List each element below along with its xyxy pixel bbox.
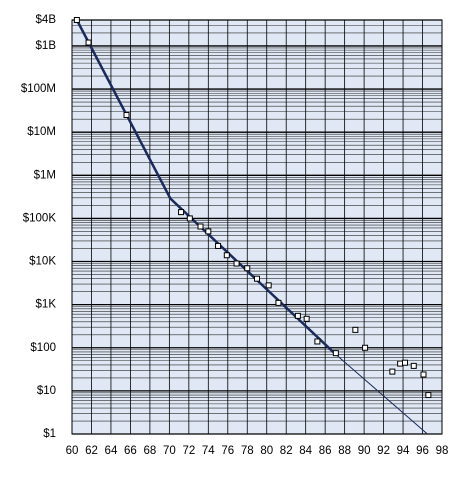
data-point: [362, 344, 369, 351]
data-point: [294, 312, 301, 319]
y-tick-label: $10M: [27, 126, 56, 138]
x-tick-label: 82: [280, 445, 293, 457]
x-tick-label: 70: [163, 445, 176, 457]
y-tick-label: $100: [30, 342, 56, 354]
y-tick-label: $1M: [34, 169, 56, 181]
x-tick-label: 90: [358, 445, 371, 457]
data-point: [233, 260, 240, 267]
data-point: [314, 338, 321, 345]
x-tick-label: 94: [397, 445, 410, 457]
data-point: [275, 299, 282, 306]
x-tick-label: 86: [319, 445, 332, 457]
data-point: [123, 112, 130, 119]
x-tick-label: 62: [85, 445, 98, 457]
data-point: [352, 326, 359, 333]
x-tick-label: 78: [241, 445, 254, 457]
y-tick-label: $100K: [23, 212, 57, 224]
y-tick-label: $1B: [36, 40, 57, 52]
x-tick-label: 84: [299, 445, 312, 457]
data-point: [389, 368, 396, 375]
y-tick-label: $10: [37, 385, 56, 397]
data-point: [420, 371, 427, 378]
data-point: [254, 275, 260, 282]
data-point: [244, 265, 251, 272]
x-tick-label: 98: [436, 445, 449, 457]
data-point: [397, 360, 404, 367]
x-tick-label: 80: [260, 445, 273, 457]
data-point: [410, 362, 417, 369]
x-tick-label: 92: [377, 445, 390, 457]
x-tick-label: 74: [202, 445, 215, 457]
data-point: [186, 215, 193, 222]
y-tick-label: $100M: [21, 83, 56, 95]
data-point: [265, 282, 272, 289]
trend-line: [335, 354, 428, 435]
y-tick-label: $10K: [29, 256, 56, 268]
data-point: [178, 209, 185, 216]
x-tick-label: 68: [143, 445, 156, 457]
data-point: [402, 359, 408, 366]
data-point: [332, 350, 339, 357]
data-point: [223, 252, 230, 259]
data-point: [425, 392, 432, 399]
plot-frame: [71, 19, 443, 435]
y-tick-label: $1: [43, 428, 56, 440]
y-tick-label: $4B: [36, 14, 57, 26]
data-point: [303, 315, 310, 322]
x-tick-label: 72: [182, 445, 195, 457]
y-tick-label: $1K: [36, 299, 57, 311]
x-tick-label: 76: [221, 445, 234, 457]
data-point: [205, 228, 212, 235]
x-tick-label: 96: [416, 445, 429, 457]
data-point: [215, 242, 222, 249]
data-point: [197, 223, 204, 230]
x-tick-label: 64: [105, 445, 118, 457]
x-tick-label: 88: [338, 445, 351, 457]
x-tick-label: 66: [124, 445, 137, 457]
data-point: [73, 17, 80, 23]
data-point: [85, 39, 92, 46]
plot-background: [72, 20, 442, 434]
x-tick-label: 60: [66, 445, 79, 457]
